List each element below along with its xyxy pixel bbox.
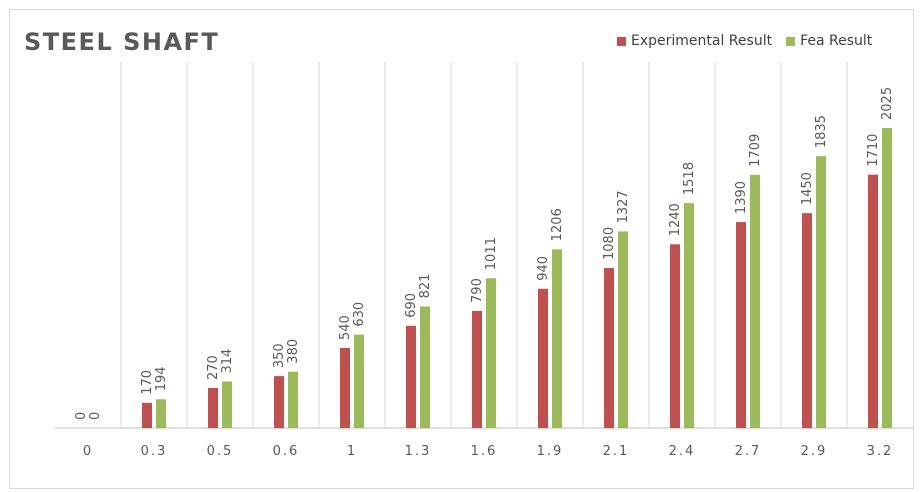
data-label-experimental: 270 <box>206 355 221 380</box>
legend: Experimental Result Fea Result <box>617 33 886 49</box>
legend-swatch-experimental <box>617 36 626 46</box>
legend-item-experimental: Experimental Result <box>617 33 772 49</box>
data-label-fea: 1709 <box>748 134 763 167</box>
data-label-fea: 1835 <box>814 115 829 148</box>
data-label-fea: 0 <box>88 412 103 420</box>
legend-swatch-fea <box>786 36 796 46</box>
data-label-experimental: 690 <box>404 293 419 318</box>
x-tick-label: 2.9 <box>801 444 828 459</box>
bar-experimental <box>208 388 218 428</box>
data-label-experimental: 350 <box>272 343 287 368</box>
bar-fea <box>684 203 694 428</box>
data-label-fea: 1327 <box>616 190 631 223</box>
bar-experimental <box>406 325 416 428</box>
data-label-experimental: 540 <box>338 315 353 340</box>
bar-fea <box>222 381 232 428</box>
bar-fea <box>420 306 430 428</box>
data-label-fea: 630 <box>352 302 367 327</box>
data-label-experimental: 790 <box>470 278 485 303</box>
bar-experimental <box>802 213 812 428</box>
bar-experimental <box>538 288 548 428</box>
data-label-fea: 1011 <box>484 237 499 270</box>
x-tick-label: 3.2 <box>867 444 894 459</box>
data-label-experimental: 170 <box>140 370 155 395</box>
bar-fea <box>552 249 562 428</box>
data-label-fea: 194 <box>154 366 169 391</box>
bar-experimental <box>472 310 482 428</box>
data-label-experimental: 940 <box>536 256 551 281</box>
bar-experimental <box>142 402 152 428</box>
bar-fea <box>486 278 496 428</box>
x-tick-label: 2.1 <box>603 444 630 459</box>
data-label-experimental: 1080 <box>602 227 617 260</box>
bar-fea <box>354 334 364 428</box>
bar-experimental <box>604 268 614 428</box>
legend-item-fea: Fea Result <box>786 33 872 49</box>
data-label-experimental: 1450 <box>800 172 815 205</box>
data-label-fea: 2025 <box>880 87 895 120</box>
data-label-fea: 380 <box>286 339 301 364</box>
chart-title: STEEL SHAFT <box>24 28 220 56</box>
bar-fea <box>882 128 892 428</box>
bar-fea <box>288 371 298 428</box>
bar-fea <box>750 174 760 428</box>
bar-fea <box>816 156 826 429</box>
bar-experimental <box>736 222 746 428</box>
data-label-fea: 1206 <box>550 208 565 241</box>
legend-label-fea: Fea Result <box>800 33 873 49</box>
x-tick-label: 2.7 <box>735 444 762 459</box>
x-tick-label: 0.3 <box>141 444 168 459</box>
bar-experimental <box>340 348 350 428</box>
data-label-fea: 314 <box>220 349 235 374</box>
x-tick-label: 1.3 <box>405 444 432 459</box>
x-tick-label: 2.4 <box>669 444 696 459</box>
x-tick-label: 1 <box>347 444 357 459</box>
x-tick-label: 0.6 <box>273 444 300 459</box>
x-tick-label: 1.9 <box>537 444 564 459</box>
bar-fea <box>618 231 628 428</box>
bar-fea <box>156 399 166 428</box>
data-label-experimental: 0 <box>74 412 89 420</box>
legend-label-experimental: Experimental Result <box>631 33 773 49</box>
data-label-fea: 821 <box>418 274 433 299</box>
x-tick-label: 1.6 <box>471 444 498 459</box>
bar-experimental <box>868 174 878 428</box>
data-label-fea: 1518 <box>682 162 697 195</box>
data-label-experimental: 1710 <box>866 134 881 167</box>
data-label-experimental: 1390 <box>734 181 749 214</box>
x-tick-label: 0.5 <box>207 444 234 459</box>
data-label-experimental: 1240 <box>668 203 683 236</box>
bar-experimental <box>670 244 680 428</box>
x-tick-label: 0 <box>83 444 93 459</box>
bar-experimental <box>274 376 284 428</box>
